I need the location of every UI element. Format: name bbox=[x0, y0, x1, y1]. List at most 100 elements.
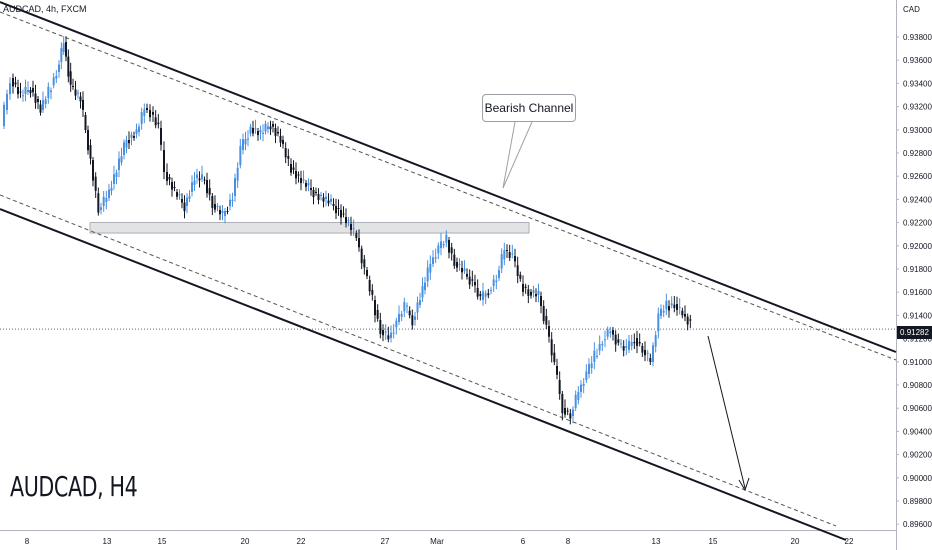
candle-body bbox=[355, 233, 358, 238]
candle-body bbox=[198, 178, 201, 181]
candle-body bbox=[163, 150, 165, 172]
channel-lower-dashed bbox=[0, 194, 837, 527]
candle-body bbox=[108, 189, 110, 198]
candle-body bbox=[244, 139, 247, 145]
candle-body bbox=[183, 202, 186, 212]
candle-body bbox=[419, 300, 421, 305]
candle-body bbox=[133, 136, 135, 138]
support-zone bbox=[89, 222, 530, 234]
candle-body bbox=[302, 179, 305, 181]
candle-body bbox=[254, 128, 257, 130]
candle-body bbox=[44, 99, 47, 104]
y-tick-label: 0.93200 bbox=[903, 103, 932, 112]
candle-body bbox=[171, 182, 173, 190]
y-tick-label: 0.92600 bbox=[903, 172, 932, 181]
candle-body bbox=[596, 355, 598, 357]
candle-body bbox=[239, 146, 242, 166]
candle-body bbox=[317, 194, 320, 200]
candle-body bbox=[580, 384, 582, 392]
y-tick-label: 0.92800 bbox=[903, 149, 932, 158]
candle-body bbox=[588, 364, 590, 374]
candle-body bbox=[424, 282, 426, 290]
candle-body bbox=[426, 267, 429, 282]
candle-body bbox=[32, 88, 34, 93]
candle-body bbox=[157, 122, 160, 125]
candle-body bbox=[689, 319, 692, 321]
candle-body bbox=[582, 383, 585, 386]
candle-body bbox=[617, 339, 620, 343]
x-tick-label: 8 bbox=[25, 537, 30, 546]
x-tick-label: 22 bbox=[297, 537, 306, 546]
candle-body bbox=[307, 182, 310, 186]
candle-body bbox=[118, 158, 120, 170]
projection-arrow-head bbox=[738, 477, 750, 492]
candle-body bbox=[638, 342, 641, 344]
candle-body bbox=[211, 196, 214, 208]
candle-body bbox=[337, 208, 340, 209]
y-tick-label: 0.92400 bbox=[903, 195, 932, 204]
candle-body bbox=[612, 330, 614, 335]
candle-body bbox=[160, 128, 162, 145]
candle-body bbox=[376, 310, 379, 319]
candle-body bbox=[94, 176, 97, 191]
candle-body bbox=[300, 178, 302, 184]
candle-body bbox=[115, 172, 118, 177]
candle-body bbox=[566, 410, 569, 412]
candle-body bbox=[511, 253, 514, 255]
candle-body bbox=[154, 117, 157, 126]
candle-body bbox=[593, 350, 596, 362]
candle-body bbox=[366, 270, 368, 277]
candle-body bbox=[630, 342, 633, 346]
candle-body bbox=[87, 130, 89, 151]
candle-body bbox=[398, 314, 400, 322]
candle-body bbox=[506, 250, 508, 251]
candle-body bbox=[42, 100, 44, 110]
candle-body bbox=[242, 139, 244, 150]
candle-body bbox=[670, 303, 673, 306]
candle-body bbox=[79, 96, 82, 102]
candle-body bbox=[476, 288, 479, 297]
y-tick-label: 0.89800 bbox=[903, 497, 932, 506]
candle-body bbox=[622, 346, 625, 351]
candle-body bbox=[290, 164, 292, 173]
x-tick-label: 6 bbox=[521, 537, 526, 546]
candle-body bbox=[231, 199, 234, 201]
candle-body bbox=[287, 156, 290, 159]
y-tick-label: 0.90400 bbox=[903, 427, 932, 436]
candle-body bbox=[678, 306, 681, 308]
candle-body bbox=[395, 320, 398, 328]
y-tick-label: 0.93000 bbox=[903, 126, 932, 135]
candle-body bbox=[458, 264, 461, 266]
candle-body bbox=[84, 115, 87, 130]
bearish-channel-callout[interactable]: Bearish Channel bbox=[482, 94, 576, 122]
candle-body bbox=[284, 148, 287, 158]
y-tick-label: 0.91800 bbox=[903, 265, 932, 274]
candle-body bbox=[214, 204, 216, 210]
y-tick-label: 0.90800 bbox=[903, 381, 932, 390]
candle-body bbox=[550, 339, 553, 356]
candle-body bbox=[138, 126, 140, 132]
candle-body bbox=[3, 104, 5, 126]
x-tick-label: 15 bbox=[158, 537, 167, 546]
candle-body bbox=[178, 193, 181, 196]
y-tick-label: 0.90600 bbox=[903, 404, 932, 413]
candle-body bbox=[569, 413, 572, 419]
symbol-title: AUDCAD, 4h, FXCM bbox=[3, 4, 87, 14]
candle-body bbox=[601, 343, 604, 346]
y-tick-label: 0.93600 bbox=[903, 56, 932, 65]
candle-body bbox=[350, 224, 352, 230]
candle-body bbox=[524, 286, 527, 289]
candle-body bbox=[604, 339, 606, 341]
candle-body bbox=[625, 346, 628, 348]
candle-body bbox=[411, 315, 414, 326]
candle-body bbox=[123, 142, 125, 155]
candle-body bbox=[72, 86, 74, 87]
candle-body bbox=[234, 178, 236, 196]
candle-body bbox=[332, 204, 335, 206]
y-tick-label: 0.90200 bbox=[903, 451, 932, 460]
candle-body bbox=[203, 179, 206, 181]
candle-body bbox=[453, 254, 456, 266]
current-price-tag: 0.91282 bbox=[897, 326, 932, 339]
candle-body bbox=[17, 87, 19, 95]
